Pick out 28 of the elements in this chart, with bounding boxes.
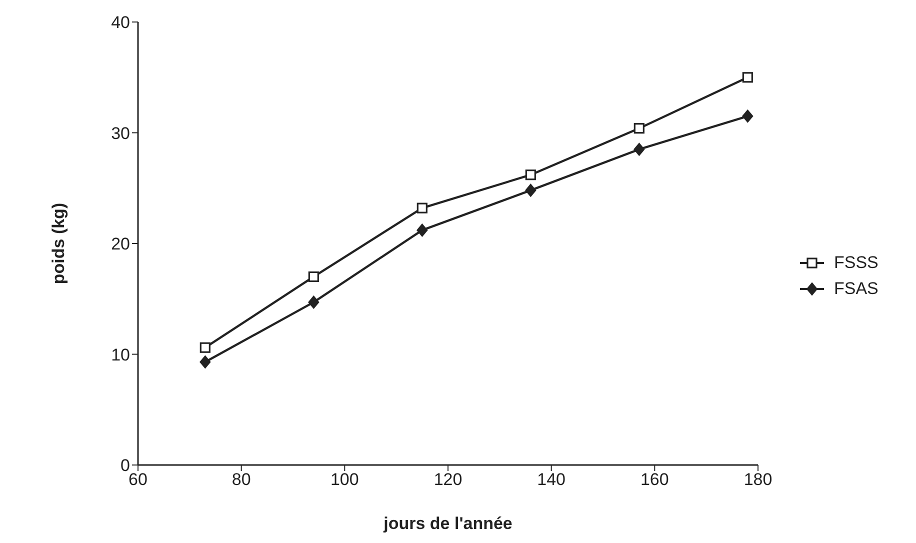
x-tick-label: 80 [232,470,251,490]
x-tick-label: 140 [537,470,566,490]
y-tick-label: 40 [111,13,130,32]
x-tick-label: 60 [128,470,148,490]
y-tick-label: 0 [120,456,130,476]
point [634,123,644,134]
legend-label: FSSS [834,252,878,272]
x-axis-title: jours de l'année [382,514,512,533]
point [200,342,210,353]
point [200,356,211,369]
point [416,224,428,237]
point [308,296,320,309]
x-tick-label: 100 [330,470,359,490]
y-tick-label: 10 [111,345,130,364]
x-tick-label: 160 [640,470,669,490]
point [634,142,645,156]
x-tick-label: 120 [434,470,462,490]
point [525,184,536,197]
legend-label: FSAS [834,278,878,298]
point [742,72,753,83]
point [308,271,319,282]
y-axis-title: poids (kg) [49,202,68,284]
point [416,202,428,214]
point [525,170,536,180]
x-tick-label: 180 [744,470,772,490]
y-tick-label: 20 [111,234,130,254]
y-tick-label: 30 [111,124,130,143]
point [742,110,754,123]
